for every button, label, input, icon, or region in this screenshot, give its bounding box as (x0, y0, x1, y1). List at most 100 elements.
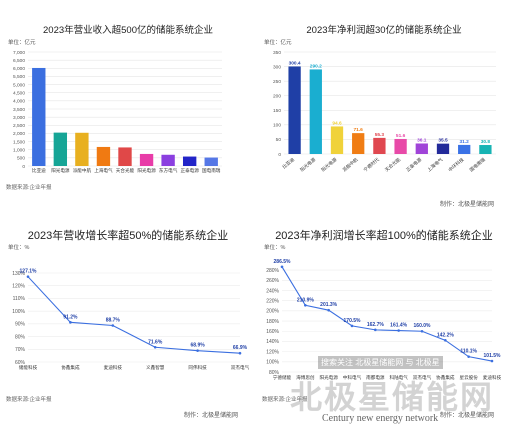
source-note: 数据来源:企业年报 (6, 397, 52, 403)
x-tick-label: 麦迪科技 (483, 374, 502, 381)
y-tick-label: 80% (15, 334, 26, 340)
x-tick-label: 协鑫集成 (436, 374, 455, 381)
bar (204, 157, 218, 166)
watermark-logo: 北极星储能网 (290, 379, 495, 415)
series-line (27, 276, 241, 354)
y-tick-label: 100% (12, 309, 25, 315)
data-label: 161.4% (390, 323, 408, 329)
bar (161, 154, 175, 166)
revenue-chart-panel: 2023年营业收入超500亿的储能系统企业 单位：亿元 0 500 1,000 1,5… (0, 0, 256, 217)
data-point (304, 304, 307, 307)
x-tick-label: 麦迪科技 (104, 364, 123, 371)
unit-label: 单位：% (264, 245, 286, 251)
unit-label: 单位：亿元 (264, 40, 292, 46)
y-tick-label: 3,500 (13, 107, 25, 113)
y-tick-label: 70% (15, 347, 26, 353)
y-tick-label: 150 (273, 108, 281, 114)
profit-growth-chart-panel: 2023年净利润增长率超100%的储能系统企业 单位：% 80% 100% 120%… (256, 217, 512, 434)
watermark-banner: 搜索关注 北极星储能网 与 北极星 (318, 356, 443, 369)
x-tick-label: 东方电气 (159, 167, 178, 174)
data-point (111, 324, 115, 327)
data-label: 51.6 (396, 133, 406, 139)
unit-label: 单位：% (8, 245, 30, 251)
x-tick-label: 双杰电气 (231, 364, 250, 371)
data-point (444, 339, 447, 342)
y-tick-label: 200 (273, 94, 281, 100)
x-tick-label: 同伟科技 (188, 364, 207, 371)
y-tick-label: 60% (15, 360, 26, 366)
y-tick-label: 140% (266, 339, 279, 345)
revenue-growth-line-chart: 60% 70% 80% 90% 100% 110% 120% 130%127.1% 储能科技 91… (12, 269, 250, 371)
x-tick-label: 派能中航 (341, 156, 360, 173)
data-label: 91.2% (63, 314, 78, 320)
data-point (327, 308, 330, 312)
data-label: 88.7% (106, 318, 121, 324)
bar (309, 69, 322, 154)
y-tick-label: 2,000 (13, 131, 25, 137)
x-tick-label: 国电南瑞 (202, 167, 221, 174)
y-tick-label: 0 (22, 164, 25, 170)
chart-title: 2023年营业收入超500亿的储能系统企业 (43, 25, 213, 36)
maker-note: 制作：北极星储能网 (183, 413, 238, 419)
source-note: 数据来源:企业年报 (262, 397, 308, 403)
x-tick-label: 宁德时代 (362, 156, 381, 173)
bar (458, 144, 471, 154)
data-label: 66.9% (233, 345, 248, 351)
y-tick-label: 50 (276, 137, 282, 143)
chart-title: 2023年营收增长率超50%的储能系统企业 (27, 230, 229, 242)
x-tick-label: 星云股份 (459, 374, 478, 381)
y-tick-label: 4,000 (13, 99, 25, 105)
y-tick-label: 110% (13, 296, 26, 302)
data-point (280, 265, 284, 269)
x-tick-label: 双杰电气 (413, 374, 432, 381)
data-label: 142.2% (437, 332, 455, 338)
y-tick-label: 4,500 (13, 91, 25, 97)
data-point (374, 328, 377, 332)
bar (436, 143, 450, 154)
x-tick-label: 阳光电源 (51, 167, 70, 174)
data-point (350, 324, 354, 328)
data-label: 68.9% (191, 343, 206, 349)
data-label: 127.1% (20, 269, 38, 275)
net-profit-chart-panel: 2023年净利润超30亿的储能系统企业 单位：亿元 0 50 100 150 200 25… (256, 0, 512, 217)
revenue-bar-chart: 0 500 1,000 1,500 2,000 2,500 3,000 3,500 4,000 4… (13, 50, 222, 174)
series-line (281, 266, 493, 362)
data-label: 162.7% (367, 322, 385, 328)
y-tick-label: 1,000 (13, 148, 25, 154)
data-label: 94.6 (332, 120, 342, 126)
data-label: 55.3 (375, 132, 385, 138)
x-tick-label: 国电南瑞 (468, 156, 487, 173)
x-tick-label: 天合光能 (116, 167, 135, 174)
profit-growth-line-chart: 80% 100% 120% 140% 160% 180% 200% 220% 240% 260% 2… (266, 259, 502, 381)
bar (75, 132, 89, 166)
y-tick-label: 220% (266, 298, 279, 304)
data-label: 71.6 (354, 127, 364, 133)
bar (32, 67, 46, 166)
data-label: 300.4 (289, 60, 301, 66)
y-tick-label: 350 (273, 50, 281, 56)
x-tick-label: 正泰电源 (404, 156, 423, 173)
data-point (26, 275, 30, 278)
y-tick-label: 130% (12, 271, 25, 277)
bar (352, 133, 365, 154)
x-tick-label: 海博思创 (296, 374, 315, 381)
bar (96, 146, 111, 166)
chart-title: 2023年净利润超30亿的储能系统企业 (306, 25, 462, 36)
data-point (238, 351, 242, 355)
data-point (467, 355, 470, 358)
bar (182, 156, 197, 166)
bar (330, 126, 344, 154)
data-label: 101.5% (484, 353, 502, 359)
data-point (420, 329, 424, 333)
x-tick-label: 中科电气 (343, 374, 362, 381)
y-tick-label: 5,500 (13, 74, 25, 80)
data-label: 170.5% (344, 318, 362, 324)
net-profit-bar-chart: 0 50 100 150 200 250 300 350 300.4 比亚迪 290.2 阳光电源 94… (273, 50, 496, 173)
x-tick-label: 阳光电源 (319, 374, 338, 381)
bar (373, 137, 386, 154)
x-tick-label: 宁德储能 (273, 374, 292, 381)
x-tick-label: 义鑫智慧 (146, 364, 165, 371)
x-tick-label: 派能中航 (73, 167, 92, 174)
y-tick-label: 120% (12, 284, 25, 290)
y-tick-label: 2,500 (13, 123, 25, 129)
